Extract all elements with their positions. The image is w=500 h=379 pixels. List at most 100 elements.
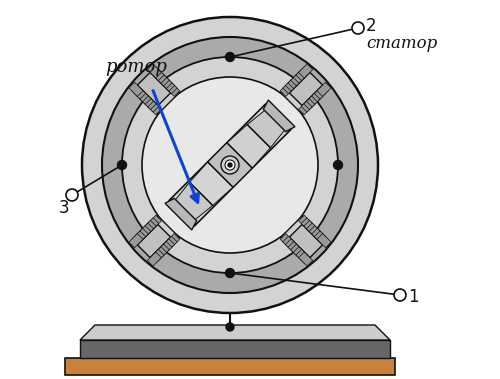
Polygon shape [155,72,170,86]
Polygon shape [65,358,395,375]
Circle shape [66,189,78,201]
Polygon shape [80,325,390,340]
Polygon shape [286,77,300,91]
Polygon shape [158,241,172,255]
Polygon shape [165,198,196,230]
Polygon shape [290,244,305,258]
Text: ротор: ротор [105,58,167,76]
Polygon shape [166,233,180,248]
Polygon shape [132,85,145,99]
Polygon shape [80,340,390,358]
Polygon shape [317,233,331,248]
Circle shape [352,22,364,34]
Polygon shape [152,247,166,261]
Text: 2: 2 [366,17,376,35]
Polygon shape [166,82,180,96]
Polygon shape [157,215,180,238]
Polygon shape [148,215,162,229]
Polygon shape [172,182,212,222]
Polygon shape [140,93,153,107]
Circle shape [228,163,232,167]
Polygon shape [248,107,288,148]
Polygon shape [134,88,148,102]
Polygon shape [314,231,328,245]
Polygon shape [296,66,310,81]
Polygon shape [137,226,151,240]
Polygon shape [144,98,159,112]
Polygon shape [150,66,164,81]
Polygon shape [283,236,297,251]
Circle shape [122,57,338,273]
Polygon shape [290,72,305,86]
Circle shape [142,77,318,253]
Text: 1: 1 [408,288,418,306]
Polygon shape [304,221,318,235]
Polygon shape [298,64,312,78]
Polygon shape [301,98,316,112]
Polygon shape [227,125,270,168]
Polygon shape [309,226,323,240]
Polygon shape [142,96,156,110]
Polygon shape [298,215,312,229]
Polygon shape [138,72,172,107]
Polygon shape [317,82,331,96]
Circle shape [226,323,234,331]
Polygon shape [288,72,322,107]
Polygon shape [163,236,177,251]
Polygon shape [288,74,302,89]
Polygon shape [152,69,166,83]
Polygon shape [314,85,328,99]
Polygon shape [296,249,310,263]
Circle shape [225,160,235,170]
Polygon shape [160,77,174,91]
Polygon shape [138,223,172,258]
Polygon shape [298,101,312,115]
Polygon shape [304,96,318,110]
Polygon shape [264,100,295,132]
Polygon shape [148,101,162,115]
Polygon shape [280,233,294,248]
Polygon shape [144,218,159,232]
Polygon shape [208,143,252,187]
Polygon shape [312,88,326,102]
Circle shape [394,289,406,301]
Polygon shape [169,104,291,226]
Polygon shape [280,92,303,115]
Polygon shape [137,90,151,104]
Polygon shape [158,74,172,89]
Circle shape [82,17,378,313]
Polygon shape [294,247,308,261]
Polygon shape [306,223,320,237]
Circle shape [102,37,358,293]
Polygon shape [306,93,320,107]
Circle shape [221,156,239,174]
Polygon shape [160,239,174,253]
Polygon shape [132,231,145,245]
Polygon shape [280,82,294,96]
Polygon shape [190,162,233,205]
Circle shape [226,268,234,277]
Polygon shape [134,228,148,243]
Polygon shape [298,252,312,266]
Polygon shape [140,223,153,237]
Circle shape [334,160,342,169]
Polygon shape [155,244,170,258]
Polygon shape [288,223,322,258]
Polygon shape [309,90,323,104]
Polygon shape [157,92,180,115]
Polygon shape [283,80,297,94]
Polygon shape [301,218,316,232]
Polygon shape [129,82,143,96]
Polygon shape [142,221,156,235]
Polygon shape [280,215,303,238]
Polygon shape [286,239,300,253]
Polygon shape [294,69,308,83]
Circle shape [118,160,126,169]
Text: 3: 3 [58,199,70,217]
Polygon shape [288,241,302,255]
Text: статор: статор [366,36,437,53]
Polygon shape [312,228,326,243]
Polygon shape [148,64,162,78]
Polygon shape [148,252,162,266]
Polygon shape [129,233,143,248]
